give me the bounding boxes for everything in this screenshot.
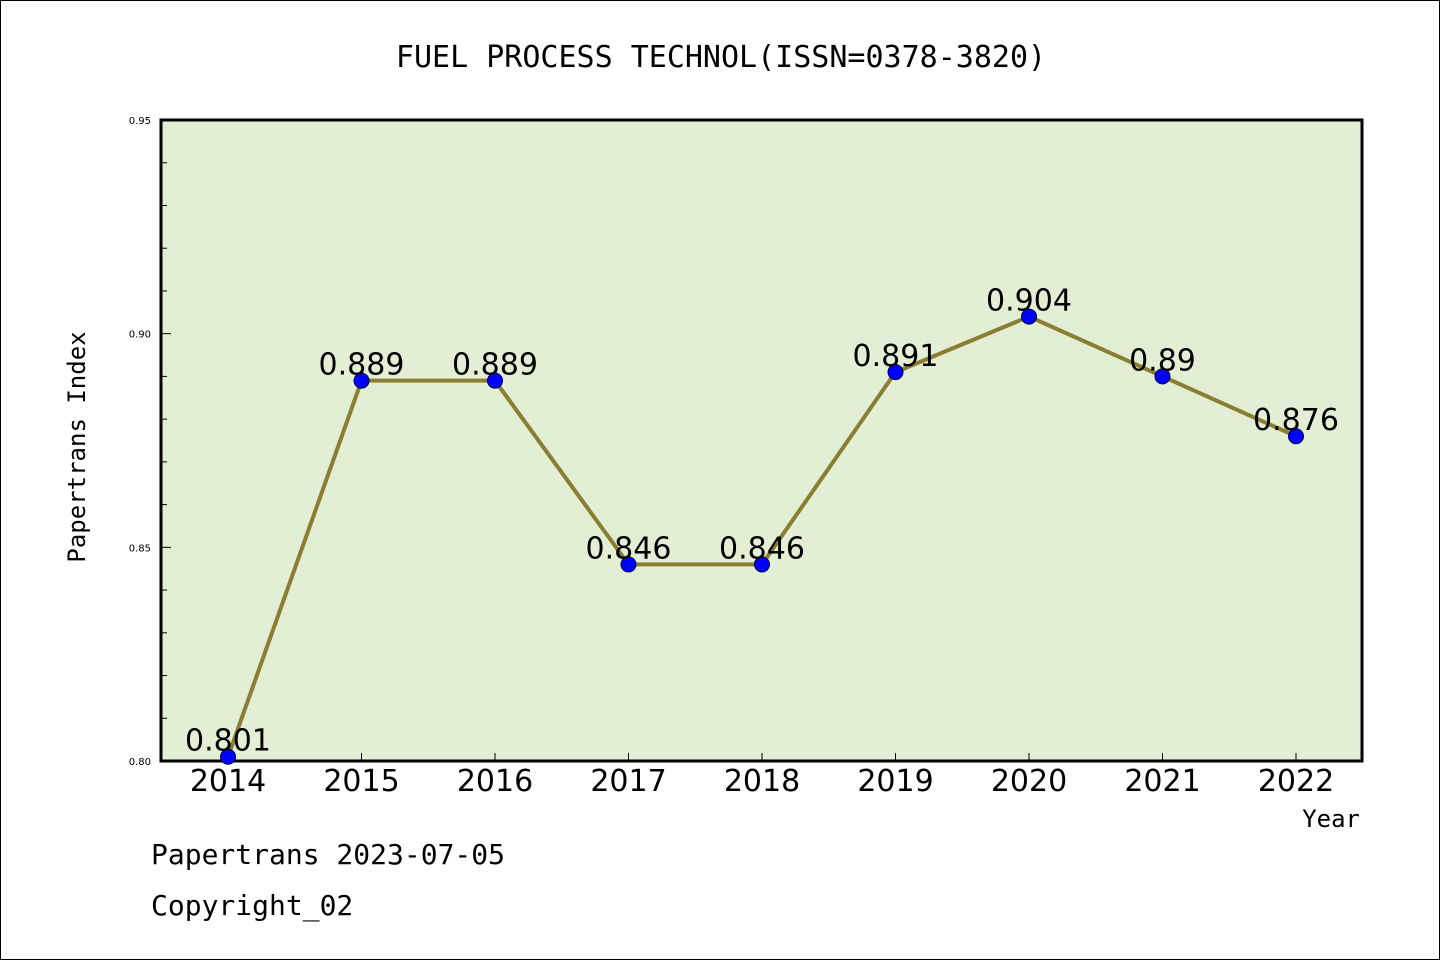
x-tick-label: 2019 [857, 764, 933, 799]
x-tick-label: 2018 [724, 764, 800, 799]
x-tick-label: 2017 [590, 764, 666, 799]
y-tick-label: 0.80 [129, 757, 151, 768]
data-label: 0.846 [586, 531, 672, 566]
plot-area [159, 118, 1364, 763]
x-tick-label: 2020 [991, 764, 1067, 799]
x-tick-label: 2022 [1258, 764, 1334, 799]
data-label: 0.889 [319, 348, 405, 383]
y-tick-label: 0.90 [129, 330, 151, 341]
series-markers [220, 308, 1304, 765]
y-tick-label: 0.85 [129, 543, 151, 554]
data-point [887, 364, 904, 381]
x-tick-label: 2015 [323, 764, 399, 799]
data-label: 0.889 [452, 348, 538, 383]
x-tick-label: 2014 [190, 764, 266, 799]
y-tick-label: 0.95 [129, 116, 151, 127]
x-tick-label: 2016 [457, 764, 533, 799]
data-label: 0.89 [1129, 343, 1196, 378]
data-point [220, 748, 236, 765]
data-label: 0.876 [1253, 403, 1339, 438]
data-point [620, 556, 637, 573]
data-label: 0.801 [185, 724, 271, 759]
data-label: 0.846 [719, 531, 805, 566]
data-point [487, 372, 503, 389]
data-point [1021, 308, 1037, 325]
x-tick-label: 2021 [1124, 764, 1200, 799]
data-label: 0.904 [986, 284, 1072, 319]
data-point [1154, 368, 1171, 385]
y-axis-label: Papertrans Index [63, 331, 91, 562]
data-labels: 0.801 0.889 0.889 0.846 0.846 0.891 0.904 0.89 0… [185, 284, 1339, 759]
footer-copyright: Copyright_02 [151, 889, 353, 923]
x-axis-label: Year [1302, 805, 1360, 833]
y-axis: 0.80 0.85 0.90 0.95 [129, 116, 171, 768]
chart-title: FUEL PROCESS TECHNOL(ISSN=0378-3820) [396, 40, 1046, 75]
footer-date: Papertrans 2023-07-05 [151, 838, 505, 871]
x-axis: 2014 2015 2016 2017 2018 2019 2020 2021 2022 [190, 753, 1334, 799]
data-point [353, 372, 370, 389]
data-label: 0.891 [853, 339, 939, 374]
data-point [754, 556, 770, 573]
data-point [1288, 428, 1304, 445]
